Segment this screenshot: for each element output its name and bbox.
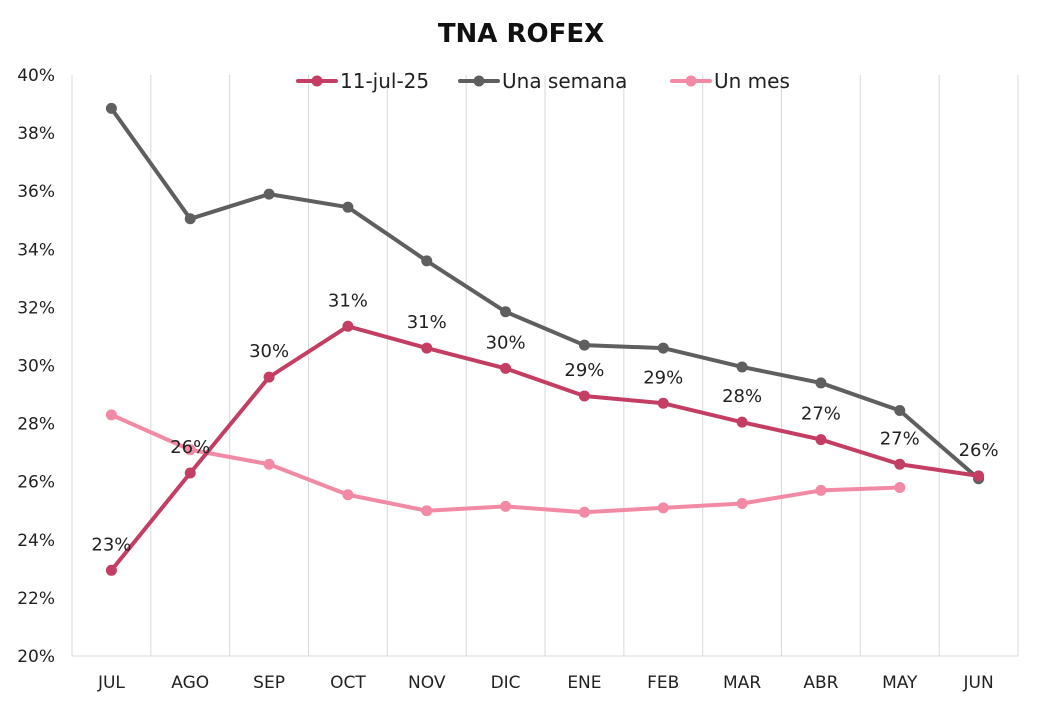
x-tick-label: NOV xyxy=(408,673,446,693)
data-label: 26% xyxy=(959,440,999,461)
grid-layer xyxy=(71,75,1019,656)
x-tick-label: FEB xyxy=(647,673,679,693)
axis-layer: 20% 22% 24% 26% 28% 30% 32% 34% 36% 38% 40% JUL AGO S… xyxy=(17,66,1018,693)
data-point-una-semana xyxy=(105,102,117,114)
y-tick-label: 38% xyxy=(17,124,55,144)
y-tick-label: 24% xyxy=(17,531,55,551)
series-line-una-semana xyxy=(109,106,981,481)
legend-marker xyxy=(473,75,485,87)
data-point-11-jul-25 xyxy=(263,371,275,383)
data-point-un-mes xyxy=(736,497,748,509)
legend-marker xyxy=(311,75,323,87)
data-point-un-mes xyxy=(184,444,196,456)
x-tick-label: MAY xyxy=(882,673,918,693)
data-point-11-jul-25 xyxy=(342,320,354,332)
data-point-un-mes xyxy=(500,500,512,512)
legend: 11-jul-25 Una semana Un mes xyxy=(296,69,790,93)
x-tick-label: DIC xyxy=(491,673,521,693)
data-label: 30% xyxy=(486,332,526,353)
data-label: 31% xyxy=(407,312,447,333)
data-label: 30% xyxy=(249,341,289,362)
data-point-una-semana xyxy=(894,405,906,417)
data-label: 28% xyxy=(722,386,762,407)
data-point-una-semana xyxy=(815,377,827,389)
y-tick-label: 20% xyxy=(17,647,55,667)
y-tick-label: 32% xyxy=(17,298,55,318)
data-point-11-jul-25 xyxy=(815,434,827,446)
data-point-11-jul-25 xyxy=(500,362,512,374)
data-point-una-semana xyxy=(657,342,669,354)
data-label: 23% xyxy=(91,534,131,555)
data-point-un-mes xyxy=(342,489,354,501)
series-layer xyxy=(105,102,985,576)
x-tick-label: AGO xyxy=(171,673,209,693)
x-tick-label: ABR xyxy=(803,673,838,693)
y-tick-label: 26% xyxy=(17,473,55,493)
y-tick-label: 40% xyxy=(17,66,55,86)
x-tick-label: JUN xyxy=(962,673,993,693)
data-point-una-semana xyxy=(263,188,275,200)
data-label: 31% xyxy=(328,290,368,311)
data-label-layer: 23% 26% 30% 31% 31% 30% 29% 29% 28% 27% 27% 26% xyxy=(91,290,998,555)
data-label: 27% xyxy=(880,428,920,449)
x-tick-label: MAR xyxy=(723,673,761,693)
data-point-una-semana xyxy=(578,339,590,351)
legend-label: Un mes xyxy=(714,69,790,93)
data-point-un-mes xyxy=(421,505,433,517)
data-point-un-mes xyxy=(657,502,669,514)
data-point-11-jul-25 xyxy=(973,470,985,482)
y-tick-label: 30% xyxy=(17,357,55,377)
data-point-11-jul-25 xyxy=(105,564,117,576)
data-point-una-semana xyxy=(736,361,748,373)
data-point-11-jul-25 xyxy=(736,416,748,428)
data-point-una-semana xyxy=(184,213,196,225)
data-label: 29% xyxy=(564,360,604,381)
y-tick-label: 22% xyxy=(17,589,55,609)
data-point-11-jul-25 xyxy=(657,397,669,409)
x-tick-label: ENE xyxy=(567,673,601,693)
data-point-un-mes xyxy=(578,506,590,518)
data-point-una-semana xyxy=(421,255,433,267)
y-tick-label: 28% xyxy=(17,415,55,435)
data-point-un-mes xyxy=(105,409,117,421)
data-point-11-jul-25 xyxy=(894,458,906,470)
x-tick-label: SEP xyxy=(253,673,285,693)
data-point-un-mes xyxy=(894,482,906,494)
x-tick-label: JUL xyxy=(97,673,125,693)
y-tick-label: 36% xyxy=(17,182,55,202)
data-point-una-semana xyxy=(500,306,512,318)
data-point-11-jul-25 xyxy=(421,342,433,354)
series-line-11-jul-25 xyxy=(109,324,981,573)
legend-label: 11-jul-25 xyxy=(340,69,429,93)
chart-title: TNA ROFEX xyxy=(438,19,604,49)
data-point-11-jul-25 xyxy=(184,467,196,479)
x-tick-label: OCT xyxy=(330,673,366,693)
data-point-un-mes xyxy=(263,458,275,470)
data-point-una-semana xyxy=(342,201,354,213)
data-point-un-mes xyxy=(815,484,827,496)
legend-label: Una semana xyxy=(502,69,627,93)
legend-marker xyxy=(685,75,697,87)
data-label: 29% xyxy=(643,367,683,388)
data-point-11-jul-25 xyxy=(578,390,590,402)
data-label: 26% xyxy=(170,437,210,458)
y-tick-label: 34% xyxy=(17,240,55,260)
data-label: 27% xyxy=(801,404,841,425)
